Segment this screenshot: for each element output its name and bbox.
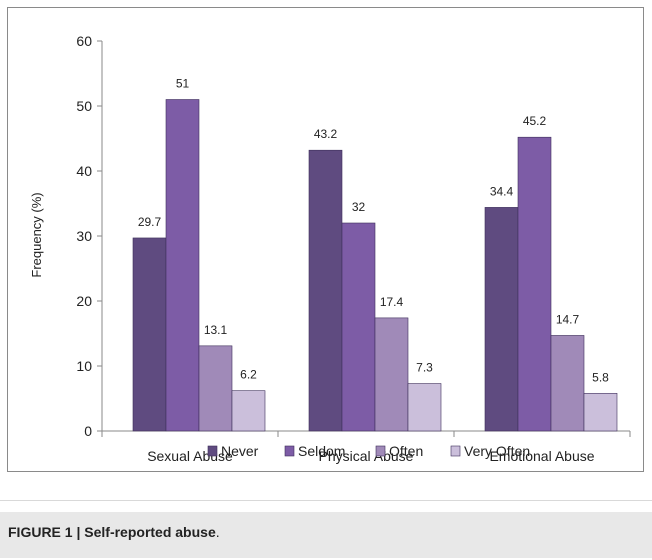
bar [517, 136, 552, 432]
caption-suffix: . [215, 524, 220, 540]
bar [407, 383, 442, 432]
legend-item: Seldom [284, 443, 345, 459]
legend-swatch [207, 445, 218, 457]
x-tick-label: Physical Abuse [319, 448, 414, 464]
data-label: 14.7 [556, 312, 580, 326]
legend-item: Often [375, 443, 423, 459]
x-axis: Sexual Abuse Physical Abuse Emotional Abus… [101, 430, 631, 464]
legend-label: Never [221, 443, 259, 459]
data-label: 51 [176, 77, 190, 91]
bar [484, 207, 519, 432]
bar-chart: 0 10 20 30 40 50 60 Sexual Abuse Physical Abuse… [29, 33, 631, 464]
data-label: 34.4 [490, 184, 514, 198]
bar [583, 392, 618, 432]
bar [341, 222, 376, 432]
y-tick-label: 50 [76, 98, 92, 114]
legend-swatch [375, 445, 386, 457]
figure-caption: FIGURE 1 | Self-reported abuse. [0, 512, 652, 558]
legend: Never Seldom Often Very Often [207, 443, 530, 459]
caption-divider [0, 500, 652, 501]
data-label: 43.2 [314, 127, 338, 141]
data-label: 17.4 [380, 295, 404, 309]
legend-label: Often [389, 443, 423, 459]
legend-label: Seldom [298, 443, 345, 459]
bar [132, 237, 167, 432]
bar [165, 99, 200, 432]
y-tick-label: 10 [76, 358, 92, 374]
data-label: 7.3 [416, 361, 433, 375]
bars [132, 99, 618, 432]
data-label: 13.1 [204, 323, 228, 337]
legend-swatch [284, 445, 295, 457]
x-tick-label: Emotional Abuse [489, 448, 594, 464]
data-labels: 29.7 43.2 34.4 51 32 45.2 13.1 17.4 14.7 6.2 7.3 5.… [138, 77, 609, 385]
data-label: 45.2 [523, 114, 547, 128]
legend-item: Never [207, 443, 259, 459]
bar [550, 335, 585, 432]
data-label: 32 [352, 200, 366, 214]
data-label: 29.7 [138, 215, 162, 229]
y-tick-label: 30 [76, 228, 92, 244]
legend-label: Very Often [464, 443, 530, 459]
data-label: 6.2 [240, 368, 257, 382]
bar [374, 317, 409, 432]
y-axis-label: Frequency (%) [29, 192, 44, 277]
caption-label: FIGURE 1 | Self-reported abuse [8, 524, 216, 540]
legend-item: Very Often [450, 443, 530, 459]
bar [231, 390, 266, 432]
legend-swatch [450, 445, 461, 457]
y-tick-label: 0 [84, 423, 92, 439]
y-tick-label: 40 [76, 163, 92, 179]
data-label: 5.8 [592, 370, 609, 384]
y-tick-label: 60 [76, 33, 92, 49]
bar [308, 149, 343, 432]
y-tick-label: 20 [76, 293, 92, 309]
caption-text: FIGURE 1 | Self-reported abuse. [8, 524, 220, 540]
y-axis: 0 10 20 30 40 50 60 [76, 33, 103, 439]
bar [198, 345, 233, 432]
